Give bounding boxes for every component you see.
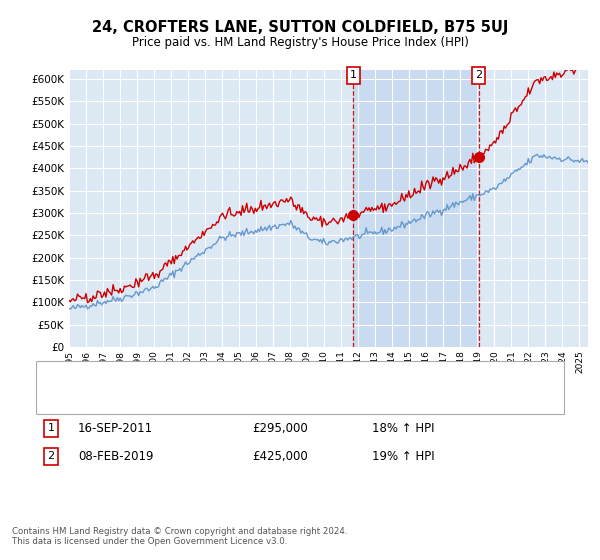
Text: 2: 2: [47, 451, 55, 461]
Bar: [353, 70, 479, 347]
Text: 19% ↑ HPI: 19% ↑ HPI: [372, 450, 434, 463]
Text: ——: ——: [48, 388, 73, 402]
Text: HPI: Average price, detached house, Birmingham: HPI: Average price, detached house, Birm…: [78, 390, 335, 400]
Text: 24, CROFTERS LANE, SUTTON COLDFIELD, B75 5UJ (detached house): 24, CROFTERS LANE, SUTTON COLDFIELD, B75…: [78, 368, 437, 379]
Text: 2: 2: [475, 71, 482, 81]
Text: 24, CROFTERS LANE, SUTTON COLDFIELD, B75 5UJ: 24, CROFTERS LANE, SUTTON COLDFIELD, B75…: [92, 20, 508, 35]
Text: Contains HM Land Registry data © Crown copyright and database right 2024.
This d: Contains HM Land Registry data © Crown c…: [12, 526, 347, 546]
Text: ——: ——: [48, 367, 73, 380]
Text: 08-FEB-2019: 08-FEB-2019: [78, 450, 154, 463]
Text: 16-SEP-2011: 16-SEP-2011: [78, 422, 153, 435]
Text: Price paid vs. HM Land Registry's House Price Index (HPI): Price paid vs. HM Land Registry's House …: [131, 36, 469, 49]
Text: £295,000: £295,000: [252, 422, 308, 435]
Text: 18% ↑ HPI: 18% ↑ HPI: [372, 422, 434, 435]
Text: 1: 1: [350, 71, 357, 81]
Text: 1: 1: [47, 423, 55, 433]
Text: £425,000: £425,000: [252, 450, 308, 463]
